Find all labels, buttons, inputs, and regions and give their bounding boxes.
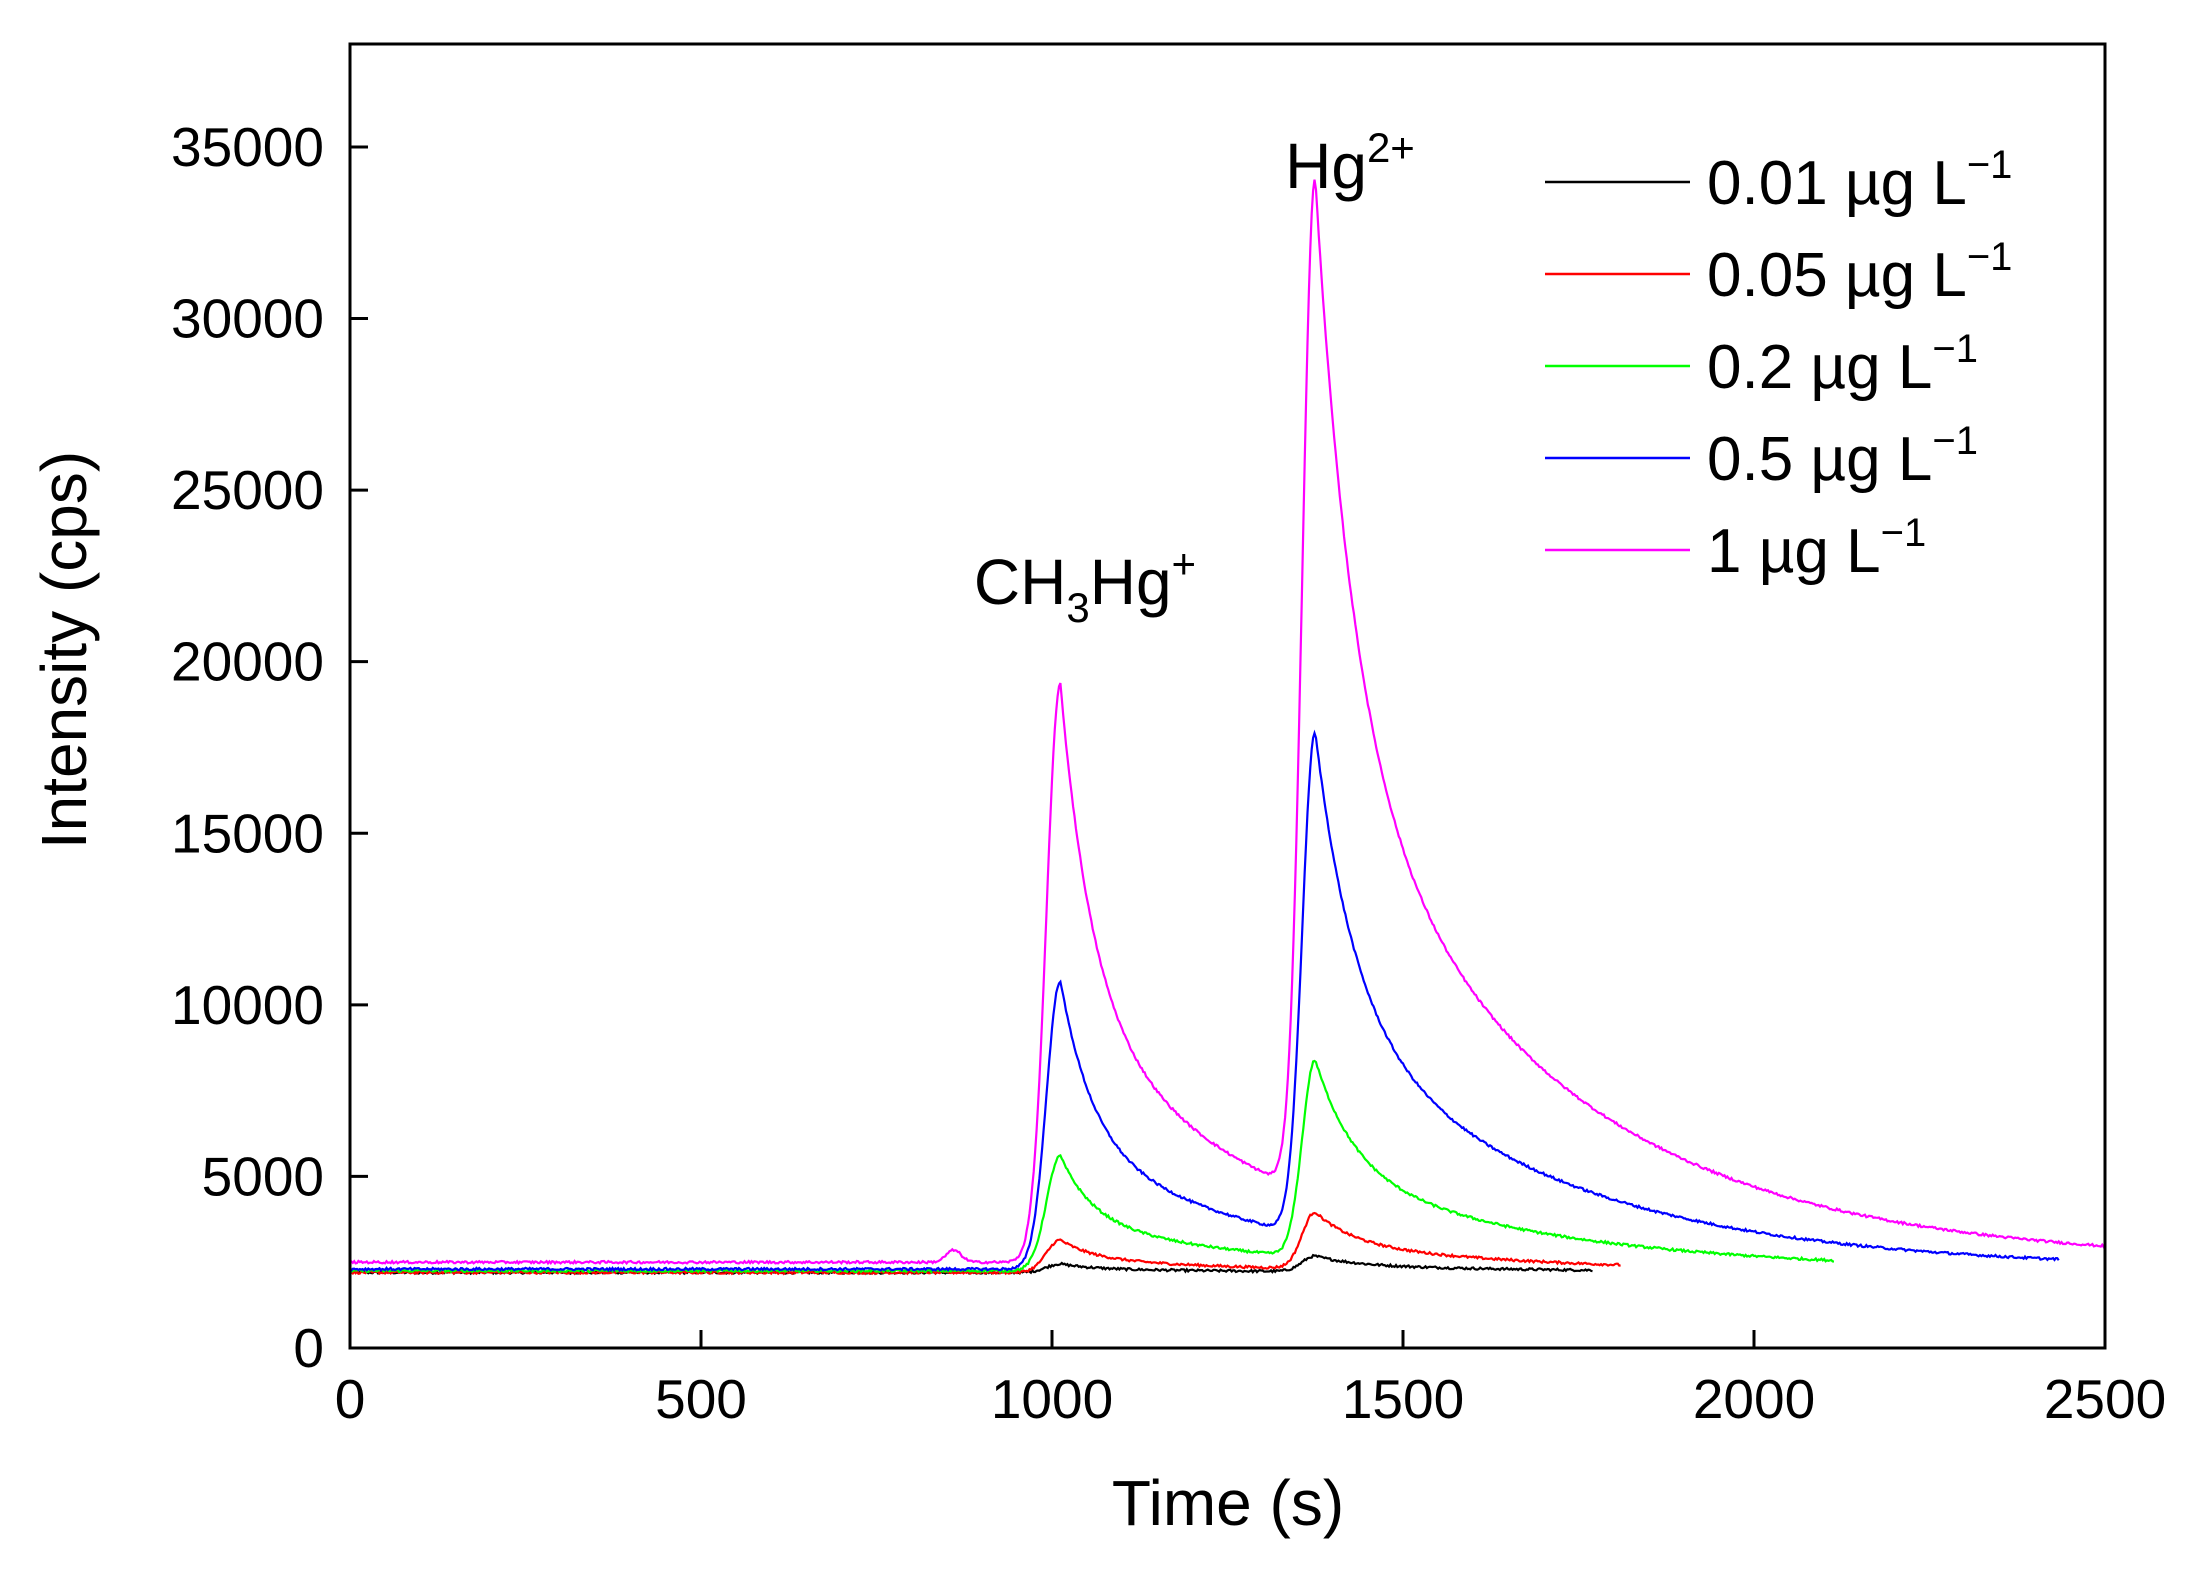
series-line-2 bbox=[349, 1211, 1621, 1276]
x-tick-label: 2000 bbox=[1693, 1368, 1815, 1430]
annotation-ch3hg: CH3Hg+ bbox=[974, 540, 1196, 631]
legend-label-sup: −1 bbox=[1967, 235, 2013, 279]
y-tick-label: 30000 bbox=[171, 288, 324, 350]
y-tick-label: 35000 bbox=[171, 116, 324, 178]
legend-label-sup: −1 bbox=[1967, 143, 2013, 187]
y-tick-label: 25000 bbox=[171, 459, 324, 521]
legend-label-sup: −1 bbox=[1932, 327, 1978, 371]
legend-label-text: 0.5 µg L bbox=[1707, 425, 1932, 494]
legend-label-sup: −1 bbox=[1881, 511, 1927, 555]
legend-label-5: 1 µg L−1 bbox=[1707, 511, 1926, 586]
series-layer bbox=[349, 179, 2106, 1276]
legend-label-2: 0.05 µg L−1 bbox=[1707, 235, 2012, 310]
legend-label-1: 0.01 µg L−1 bbox=[1707, 143, 2012, 218]
x-tick-label: 1500 bbox=[1342, 1368, 1464, 1430]
series-line-4 bbox=[349, 729, 2060, 1273]
plot-frame bbox=[348, 42, 2107, 1350]
legend-label-3: 0.2 µg L−1 bbox=[1707, 327, 1978, 402]
y-tick-label: 5000 bbox=[202, 1145, 324, 1207]
legend: 0.01 µg L−10.05 µg L−10.2 µg L−10.5 µg L… bbox=[1545, 143, 2012, 586]
y-axis-title: Intensity (cps) bbox=[28, 451, 100, 849]
legend-label-4: 0.5 µg L−1 bbox=[1707, 419, 1978, 494]
annotation-hg2: Hg2+ bbox=[1285, 124, 1415, 202]
x-tick-label: 1000 bbox=[991, 1368, 1113, 1430]
legend-label-text: 0.05 µg L bbox=[1707, 241, 1967, 310]
x-tick-label: 500 bbox=[655, 1368, 747, 1430]
y-tick-label: 15000 bbox=[171, 802, 324, 864]
series-line-5 bbox=[349, 179, 2106, 1266]
legend-label-text: 0.01 µg L bbox=[1707, 149, 1967, 218]
x-axis-title: Time (s) bbox=[1112, 1467, 1344, 1539]
legend-label-sup: −1 bbox=[1932, 419, 1978, 463]
legend-label-text: 0.2 µg L bbox=[1707, 333, 1932, 402]
legend-label-text: 1 µg L bbox=[1707, 517, 1881, 586]
y-axis: 0 5000 10000 15000 20000 25000 30000 35000 bbox=[171, 116, 368, 1379]
x-axis: 0 500 1000 1500 2000 2500 bbox=[335, 1330, 2166, 1430]
y-tick-label: 0 bbox=[293, 1317, 324, 1379]
series-line-3 bbox=[349, 1059, 1835, 1274]
x-tick-label: 0 bbox=[335, 1368, 366, 1430]
x-tick-label: 2500 bbox=[2044, 1368, 2166, 1430]
y-tick-label: 20000 bbox=[171, 631, 324, 693]
y-tick-label: 10000 bbox=[171, 974, 324, 1036]
